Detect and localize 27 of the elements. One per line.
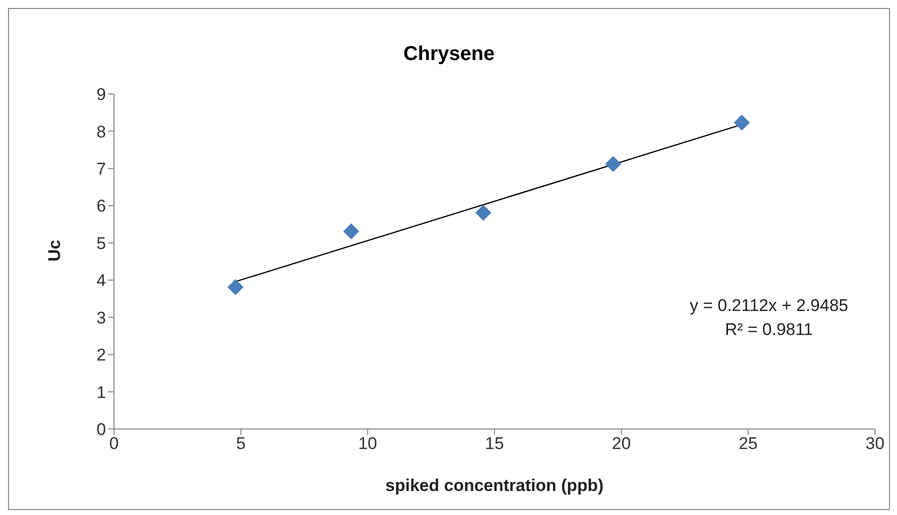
annotation: R² = 0.9811 xyxy=(724,319,814,341)
point xyxy=(343,223,360,240)
chart-title: Chrysene xyxy=(402,43,496,66)
x-tick-label: 5 xyxy=(236,434,246,454)
x-tick-label: 10 xyxy=(358,434,378,454)
y-tick-label: 2 xyxy=(96,346,106,365)
y-tick-label: 3 xyxy=(96,308,106,328)
y-tick-label: 4 xyxy=(96,271,106,290)
point xyxy=(734,114,750,131)
y-tick-label: 7 xyxy=(96,159,106,178)
point xyxy=(475,204,492,221)
y-tick-label: 6 xyxy=(96,196,106,216)
y-tick-label: 8 xyxy=(96,122,106,142)
x-tick-label: 25 xyxy=(738,434,758,454)
x-tick-label: 30 xyxy=(866,434,884,454)
x-tick-label: 15 xyxy=(485,434,504,454)
y-tick-label: 0 xyxy=(96,420,106,440)
point xyxy=(605,156,622,172)
x-tick-label: 0 xyxy=(109,434,119,454)
y-tick-label: 1 xyxy=(96,382,106,402)
y-tick-label: 5 xyxy=(96,234,106,253)
annotation: y = 0.2112x + 2.9485 xyxy=(688,295,850,317)
point xyxy=(228,279,244,296)
x-tick-label: 20 xyxy=(612,434,631,454)
y-tick-label: 9 xyxy=(96,85,106,104)
x-axis-title: spiked concentration (ppb) xyxy=(385,476,604,495)
y-axis-title: Uc xyxy=(45,240,64,262)
